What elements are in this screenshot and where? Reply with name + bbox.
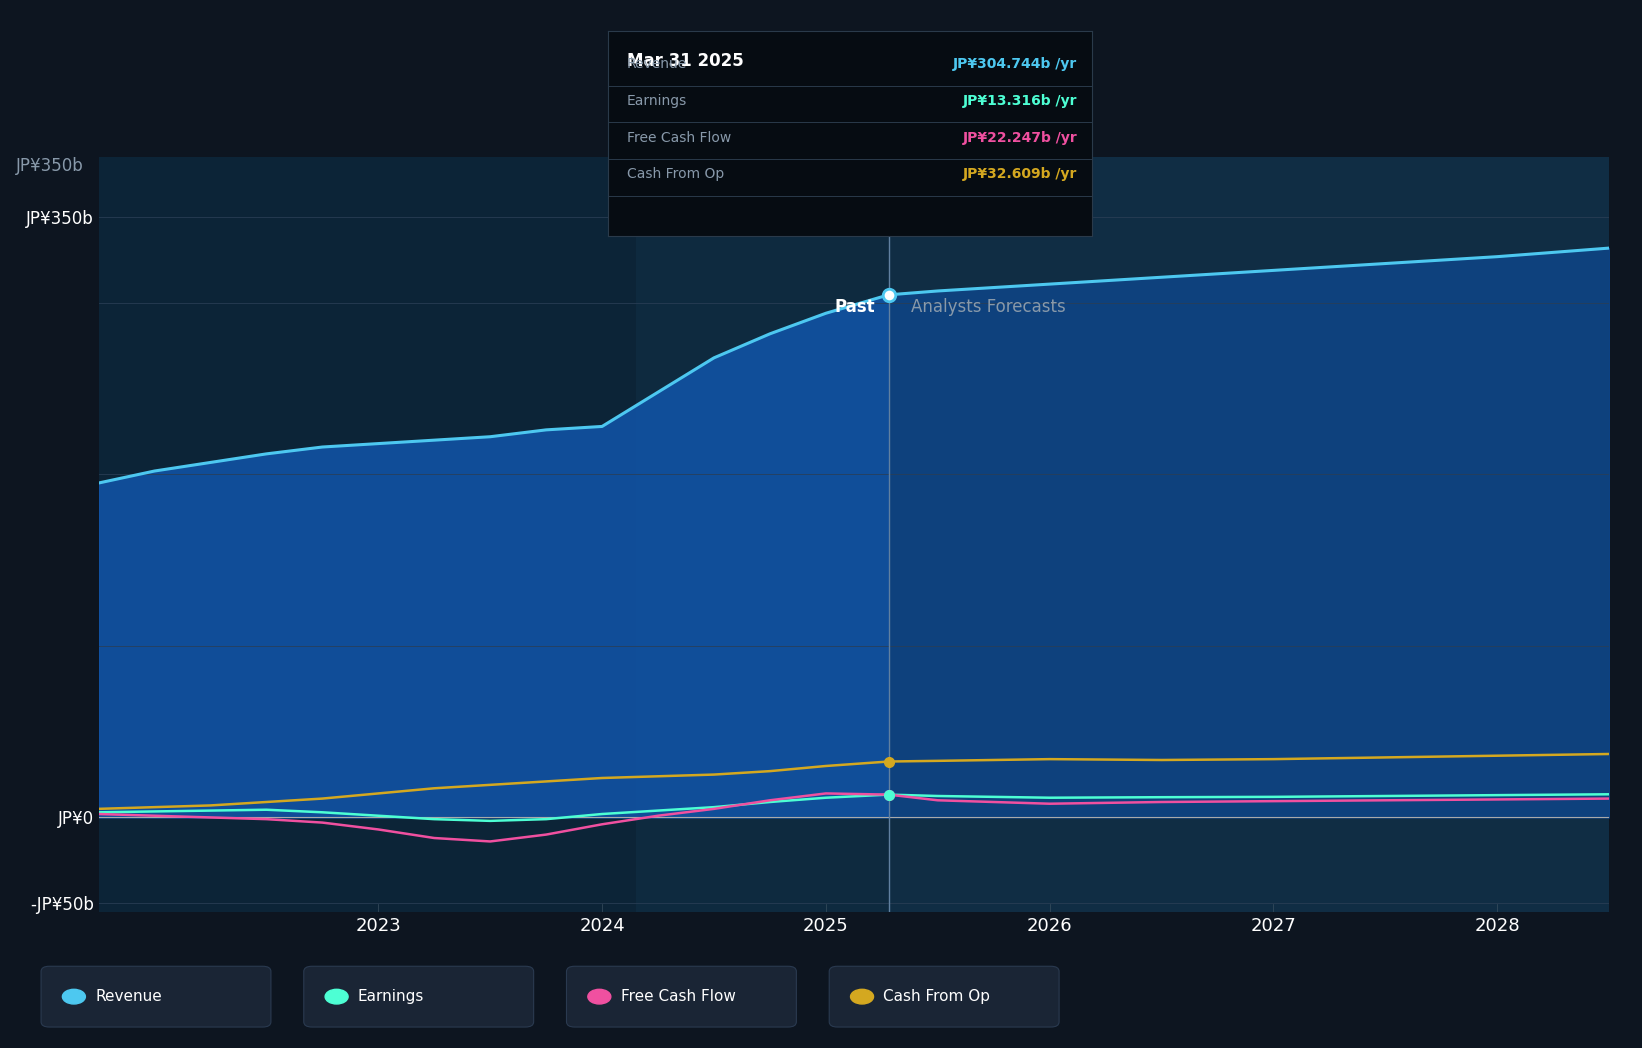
Text: Free Cash Flow: Free Cash Flow bbox=[621, 989, 736, 1004]
Text: Revenue: Revenue bbox=[95, 989, 163, 1004]
Text: JP¥32.609b /yr: JP¥32.609b /yr bbox=[962, 168, 1077, 181]
Bar bbox=[888, 157, 1609, 912]
Text: JP¥13.316b /yr: JP¥13.316b /yr bbox=[962, 94, 1077, 108]
Text: JP¥304.744b /yr: JP¥304.744b /yr bbox=[952, 58, 1077, 71]
Text: JP¥22.247b /yr: JP¥22.247b /yr bbox=[962, 131, 1077, 145]
Text: Revenue: Revenue bbox=[627, 58, 686, 71]
Text: Cash From Op: Cash From Op bbox=[883, 989, 990, 1004]
Text: JP¥350b: JP¥350b bbox=[16, 157, 84, 175]
Text: Analysts Forecasts: Analysts Forecasts bbox=[911, 298, 1066, 315]
Bar bbox=[99, 157, 635, 912]
Text: Past: Past bbox=[834, 298, 875, 315]
Text: Mar 31 2025: Mar 31 2025 bbox=[627, 51, 744, 70]
Text: Free Cash Flow: Free Cash Flow bbox=[627, 131, 731, 145]
Text: Earnings: Earnings bbox=[627, 94, 686, 108]
Text: Cash From Op: Cash From Op bbox=[627, 168, 724, 181]
Bar bbox=[99, 157, 888, 912]
Text: Earnings: Earnings bbox=[358, 989, 424, 1004]
